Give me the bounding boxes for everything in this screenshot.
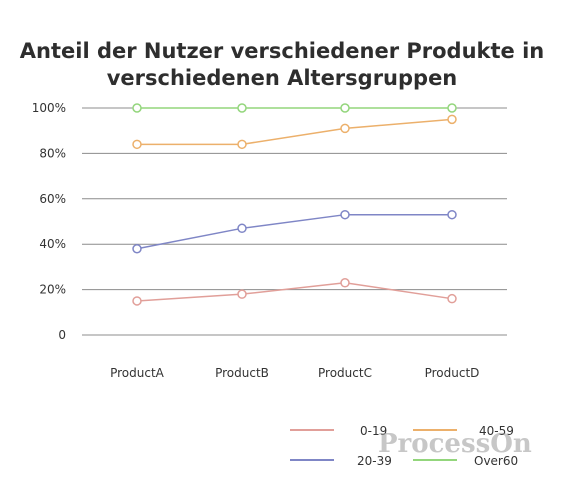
data-point[interactable] bbox=[340, 123, 350, 134]
data-point[interactable] bbox=[447, 114, 457, 125]
chart-title: Anteil der Nutzer verschiedener Produkte… bbox=[19, 39, 545, 90]
x-category-label: ProductA bbox=[110, 366, 165, 380]
data-point[interactable] bbox=[237, 223, 247, 234]
legend-label: 0-19 bbox=[360, 424, 387, 438]
y-tick-label: 40% bbox=[39, 237, 66, 251]
y-tick-label: 60% bbox=[39, 192, 66, 206]
data-point[interactable] bbox=[340, 209, 350, 220]
data-point[interactable] bbox=[132, 103, 142, 113]
legend-label: 40-59 bbox=[479, 424, 514, 438]
data-point[interactable] bbox=[447, 209, 457, 220]
legend-label: Over60 bbox=[474, 454, 518, 468]
y-tick-label: 0 bbox=[58, 328, 66, 342]
x-category-label: ProductD bbox=[425, 366, 480, 380]
x-category-label: ProductC bbox=[318, 366, 372, 380]
data-point[interactable] bbox=[340, 103, 350, 113]
watermark: ProcessOn bbox=[378, 429, 532, 459]
data-point[interactable] bbox=[237, 103, 247, 113]
data-point[interactable] bbox=[447, 103, 457, 113]
series-line-20-39 bbox=[136, 213, 452, 250]
y-tick-label: 80% bbox=[39, 146, 66, 160]
legend-label: 20-39 bbox=[357, 454, 392, 468]
data-point[interactable] bbox=[237, 289, 247, 299]
data-point[interactable] bbox=[132, 296, 142, 306]
series-line-40-59 bbox=[137, 118, 453, 146]
x-category-label: ProductB bbox=[215, 366, 269, 380]
data-point[interactable] bbox=[237, 139, 247, 150]
data-point[interactable] bbox=[340, 278, 350, 288]
data-point[interactable] bbox=[132, 243, 142, 254]
data-point[interactable] bbox=[447, 293, 457, 304]
y-tick-label: 20% bbox=[39, 283, 66, 297]
series-line-0-19 bbox=[136, 282, 453, 302]
y-tick-label: 100% bbox=[32, 101, 66, 115]
data-point[interactable] bbox=[132, 139, 142, 150]
